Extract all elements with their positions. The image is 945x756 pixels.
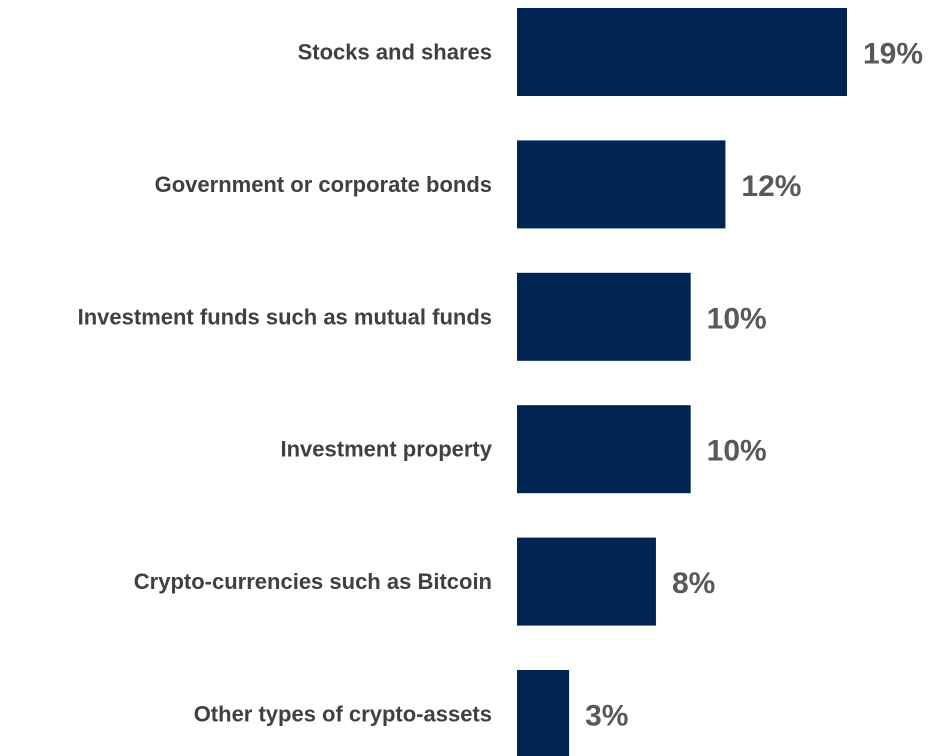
- category-label-2: Investment funds such as mutual funds: [78, 304, 492, 329]
- bar-2: [517, 272, 691, 361]
- value-label-2: 10%: [707, 302, 767, 335]
- bar-5: [517, 670, 570, 756]
- category-label-0: Stocks and shares: [298, 40, 492, 65]
- bar-1: [517, 140, 726, 229]
- bar-4: [517, 537, 656, 626]
- category-label-4: Crypto-currencies such as Bitcoin: [134, 569, 492, 594]
- value-labels-group: 19% 12% 10% 10% 8% 3%: [585, 38, 923, 733]
- category-label-5: Other types of crypto-assets: [194, 702, 492, 727]
- value-label-0: 19%: [863, 38, 923, 71]
- value-label-1: 12%: [741, 170, 801, 203]
- category-label-3: Investment property: [281, 437, 493, 462]
- category-label-1: Government or corporate bonds: [155, 172, 492, 197]
- value-label-5: 3%: [585, 700, 628, 733]
- bar-3: [517, 405, 691, 494]
- value-label-3: 10%: [707, 435, 767, 468]
- value-label-4: 8%: [672, 567, 715, 600]
- bar-0: [517, 8, 847, 96]
- category-labels-group: Stocks and shares Government or corporate…: [78, 40, 493, 727]
- bars-group: [517, 8, 847, 756]
